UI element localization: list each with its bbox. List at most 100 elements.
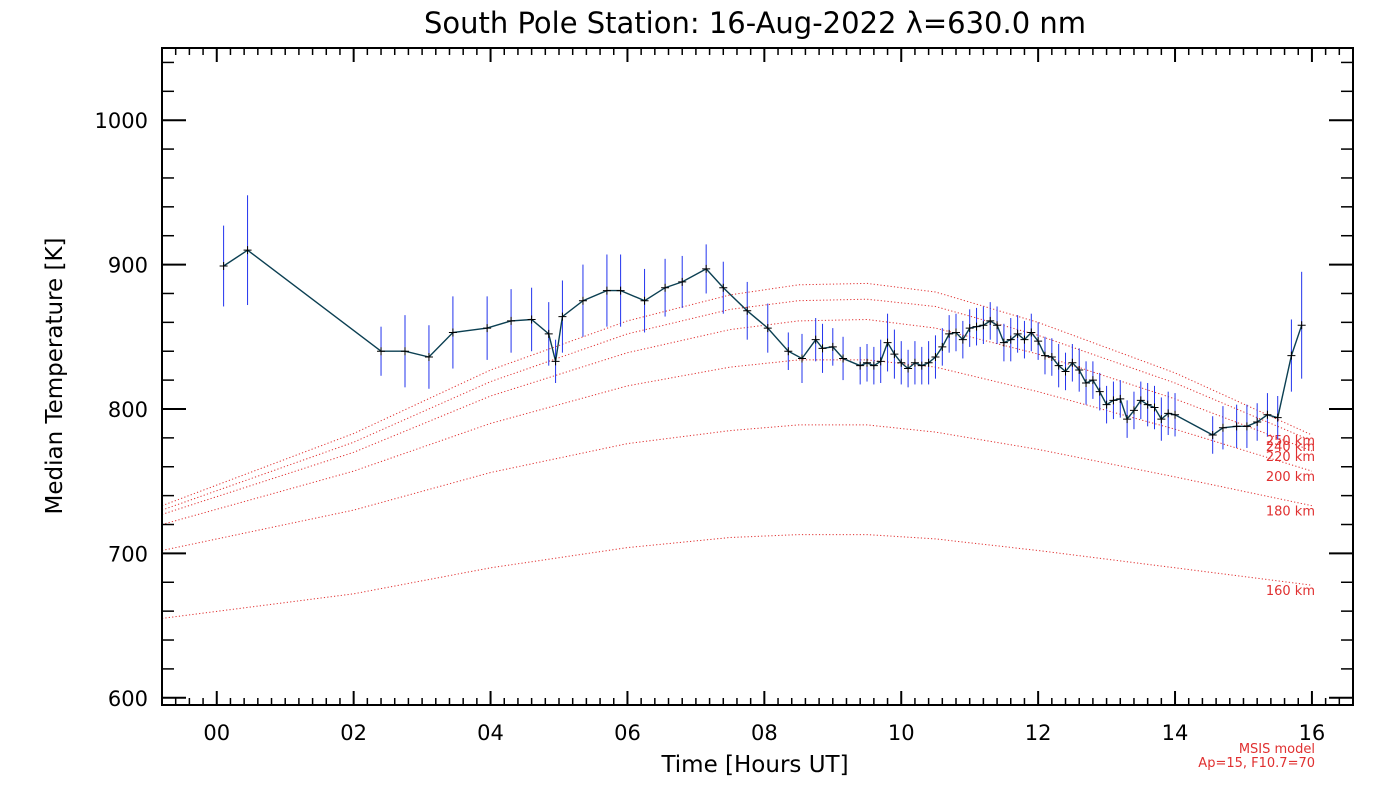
axis-ticks (161, 48, 1354, 705)
data-point (616, 286, 625, 295)
data-point (1136, 396, 1145, 405)
data-point (1061, 367, 1070, 376)
data-point (1027, 328, 1036, 337)
chart-title: South Pole Station: 16-Aug-2022 λ=630.0 … (424, 6, 1086, 40)
data-point (1129, 406, 1138, 415)
data-point (1157, 415, 1166, 424)
msis-curve-label: 220 km (1266, 450, 1315, 465)
data-point (1287, 351, 1296, 360)
data-point (1095, 387, 1104, 396)
data-point (1143, 400, 1152, 409)
data-point (219, 262, 228, 271)
data-point (965, 324, 974, 333)
data-point (993, 321, 1002, 330)
data-point (883, 338, 892, 347)
data-point (839, 354, 848, 363)
data-point (890, 350, 899, 359)
x-tick-label: 12 (1025, 721, 1052, 745)
data-point (1040, 351, 1049, 360)
data-point (1171, 410, 1180, 419)
data-point (876, 357, 885, 366)
data-point (544, 329, 553, 338)
x-tick-label: 06 (614, 721, 641, 745)
y-tick-label: 900 (108, 254, 148, 278)
data-point (999, 338, 1008, 347)
data-point (763, 324, 772, 333)
data-point (784, 347, 793, 356)
data-point (578, 296, 587, 305)
data-line-layer (223, 249, 1303, 436)
data-point (743, 306, 752, 315)
data-point (424, 353, 433, 362)
data-point (1208, 430, 1217, 439)
y-axis-label: Median Temperature [K] (42, 238, 68, 515)
data-point (1068, 358, 1077, 367)
data-point (1116, 394, 1125, 403)
data-point (797, 354, 806, 363)
data-point (551, 357, 560, 366)
data-point (952, 328, 960, 337)
data-point (661, 283, 670, 292)
y-tick-label: 1000 (95, 109, 148, 133)
data-point (811, 335, 820, 344)
x-tick-label: 16 (1299, 721, 1326, 745)
data-point (945, 329, 954, 338)
data-point (1273, 413, 1282, 422)
data-point (897, 358, 906, 367)
x-tick-label: 08 (751, 721, 778, 745)
data-point (678, 277, 687, 286)
data-point (1297, 321, 1306, 330)
data-series-line (223, 249, 1303, 436)
data-point (1242, 422, 1251, 431)
data-markers-layer (219, 246, 1306, 439)
data-point (527, 315, 536, 324)
data-point (863, 358, 872, 367)
data-point (719, 283, 728, 292)
msis-model-title: MSIS model (1239, 742, 1315, 757)
msis-curve-250-km (161, 282, 1313, 507)
data-point (602, 286, 611, 295)
x-tick-label: 04 (477, 721, 504, 745)
x-axis-label: Time [Hours UT] (660, 752, 848, 778)
data-point (958, 335, 967, 344)
msis-curve-label: 180 km (1266, 505, 1315, 520)
y-tick-label: 700 (108, 542, 148, 566)
data-point (972, 322, 981, 331)
tick-labels: 00 02 04 06 08 10 12 14 16 600 700 800 900 1000 (95, 109, 1326, 745)
data-point (917, 361, 926, 370)
msis-curve-200-km (161, 359, 1313, 525)
msis-curve-160-km (161, 534, 1312, 619)
data-point (243, 246, 252, 255)
msis-curve-label: 160 km (1266, 584, 1315, 599)
data-point (507, 316, 516, 325)
data-point (910, 358, 919, 367)
msis-curve-180-km (161, 424, 1313, 551)
data-point (818, 344, 827, 353)
data-point (1109, 396, 1118, 405)
msis-model-params: Ap=15, F10.7=70 (1198, 756, 1315, 771)
data-point (1075, 366, 1084, 375)
data-point (702, 264, 711, 273)
data-point (1150, 403, 1159, 412)
data-point (483, 324, 492, 333)
data-point (979, 321, 988, 330)
data-point (1047, 353, 1056, 362)
data-point (1034, 337, 1043, 346)
data-point (856, 361, 865, 370)
data-point (448, 328, 457, 337)
data-point (1123, 415, 1132, 424)
data-point (640, 296, 649, 305)
msis-curve-label: 240 km (1266, 440, 1315, 455)
data-point (924, 358, 933, 367)
x-tick-label: 02 (340, 721, 367, 745)
data-point (1232, 422, 1241, 431)
msis-curve-label: 200 km (1266, 470, 1315, 485)
data-point (931, 353, 940, 362)
x-tick-label: 10 (888, 721, 915, 745)
x-tick-label: 14 (1162, 721, 1189, 745)
data-point (377, 347, 386, 356)
y-tick-label: 600 (108, 687, 148, 711)
x-tick-label: 00 (203, 721, 230, 745)
data-point (558, 312, 567, 321)
